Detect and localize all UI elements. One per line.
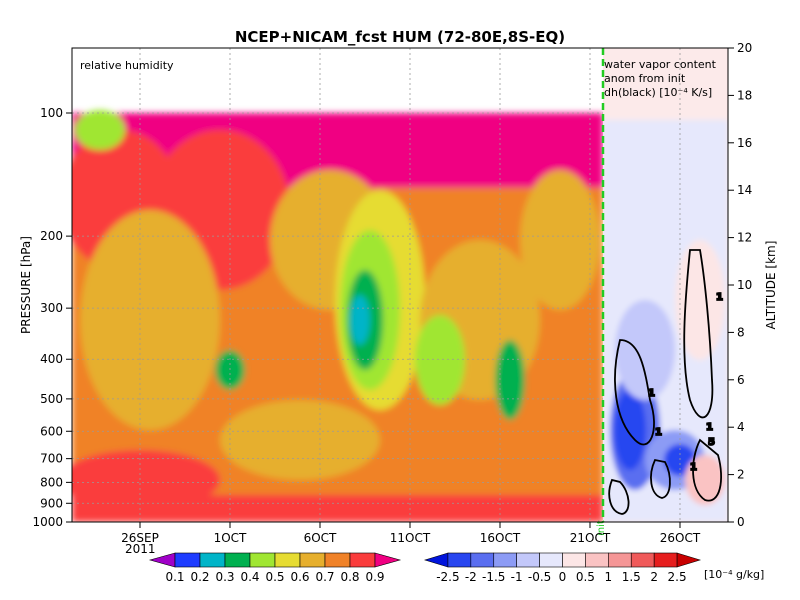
cb2-label-9: 2 [650, 570, 658, 584]
pressure-tick-label-500: 500 [40, 392, 63, 406]
pressure-tick-label-900: 900 [40, 496, 63, 510]
altitude-tick-label-12: 12 [737, 231, 752, 245]
altitude-tick-label-4: 4 [737, 420, 745, 434]
cb2-label-0: -2.5 [436, 570, 459, 584]
date-tick-label-11OCT: 11OCT [390, 531, 431, 545]
cb1-label-0: 0.1 [165, 570, 184, 584]
cb2-label-7: 1 [605, 570, 613, 584]
cb2-segment-2 [470, 552, 495, 568]
altitude-tick-label-14: 14 [737, 183, 752, 197]
cb2-segment-10 [653, 552, 678, 568]
cb1-label-7: 0.8 [340, 570, 359, 584]
anomaly-colorbar-unit: [10⁻⁴ g/kg] [704, 568, 764, 581]
cb2-segment-9 [630, 552, 655, 568]
cb1-segment-7 [324, 552, 351, 568]
altitude-tick-label-18: 18 [737, 88, 752, 102]
date-tick-label-26SEP: 26SEP [121, 531, 159, 545]
date-tick-label-6OCT: 6OCT [304, 531, 337, 545]
pressure-tick-label-400: 400 [40, 352, 63, 366]
cb1-segment-5 [274, 552, 301, 568]
cb2-label-6: 0.5 [576, 570, 595, 584]
cb2-label-1: -2 [465, 570, 477, 584]
cb1-segment-4 [249, 552, 276, 568]
y2-axis-label: ALTITUDE [km] [764, 241, 778, 330]
cb2-segment-5 [539, 552, 563, 568]
pressure-tick-label-300: 300 [40, 301, 63, 315]
altitude-tick-label-2: 2 [737, 468, 745, 482]
cb1-label-2: 0.3 [215, 570, 234, 584]
pressure-tick-label-600: 600 [40, 424, 63, 438]
grid-lines [72, 48, 681, 523]
vapor-anomaly-field: 1 1 1 1 5 1 [603, 48, 728, 522]
cb1-label-6: 0.7 [315, 570, 334, 584]
pressure-tick-label-100: 100 [40, 106, 63, 120]
time-axis: 26SEP 1OCT 6OCT 11OCT 16OCT 21OCT 26OCT [121, 522, 701, 545]
cb2-segment-1 [447, 552, 472, 568]
pressure-tick-label-800: 800 [40, 475, 63, 489]
date-tick-label-26OCT: 26OCT [660, 531, 701, 545]
cb2-label-10: 2.5 [668, 570, 687, 584]
heating-contours: 1 1 1 1 5 1 [608, 249, 724, 515]
cb2-label-5: 0 [559, 570, 567, 584]
cb2-segment-7 [585, 552, 609, 568]
cb1-segment-1 [174, 552, 201, 568]
cb1-label-5: 0.6 [290, 570, 309, 584]
altitude-axis: 0 2 4 6 8 10 12 14 16 18 20 [728, 41, 752, 529]
cb2-segment-11 [676, 552, 702, 568]
cb2-label-3: -1 [511, 570, 523, 584]
cb1-label-1: 0.2 [190, 570, 209, 584]
cb2-segment-6 [562, 552, 586, 568]
cb2-segment-3 [493, 552, 517, 568]
date-tick-label-21OCT: 21OCT [570, 531, 611, 545]
cb1-segment-6 [299, 552, 326, 568]
cb1-label-4: 0.5 [265, 570, 284, 584]
pressure-axis: 100 200 300 400 500 600 700 800 900 1000 [32, 106, 72, 529]
altitude-tick-label-16: 16 [737, 136, 752, 150]
contour-label-0: 1 [648, 388, 655, 399]
cb1-segment-8 [349, 552, 376, 568]
cb2-segment-8 [608, 552, 632, 568]
anomaly-title-line-2: anom from init [604, 72, 686, 85]
rh-panel-label: relative humidity [80, 59, 174, 72]
altitude-tick-label-8: 8 [737, 325, 745, 339]
anomaly-colorbar: -2.5 -2 -1.5 -1 -0.5 0 0.5 1 1.5 2 2.5 [423, 552, 702, 584]
cb1-label-3: 0.4 [240, 570, 259, 584]
altitude-tick-label-0: 0 [737, 515, 745, 529]
init-label: init [596, 520, 607, 536]
cb2-segment-4 [516, 552, 540, 568]
pressure-tick-label-200: 200 [40, 229, 63, 243]
rh-field [72, 110, 603, 522]
date-tick-label-1OCT: 1OCT [214, 531, 247, 545]
cb2-segment-0 [423, 552, 449, 568]
cb1-segment-9 [374, 552, 402, 568]
contour-label-4: 5 [708, 437, 715, 448]
contour-label-3: 1 [690, 462, 697, 473]
contour-label-2: 1 [716, 292, 723, 303]
year-label: 2011 [125, 542, 156, 556]
cb1-segment-2 [199, 552, 226, 568]
rh-colorbar: 0.1 0.2 0.3 0.4 0.5 0.6 0.7 0.8 0.9 [148, 552, 402, 584]
date-tick-label-16OCT: 16OCT [480, 531, 521, 545]
contour-label-5: 1 [706, 422, 713, 433]
anomaly-title-line-3: dh(black) [10⁻⁴ K/s] [604, 86, 712, 99]
altitude-tick-label-6: 6 [737, 373, 745, 387]
anomaly-title-line-1: water vapor content [604, 58, 717, 71]
pressure-tick-label-700: 700 [40, 452, 63, 466]
chart-title: NCEP+NICAM_fcst HUM (72-80E,8S-EQ) [235, 28, 565, 46]
y-axis-label: PRESSURE [hPa] [19, 236, 33, 334]
cb2-label-4: -0.5 [528, 570, 551, 584]
altitude-tick-label-20: 20 [737, 41, 752, 55]
cb2-label-8: 1.5 [622, 570, 641, 584]
cb2-label-2: -1.5 [482, 570, 505, 584]
altitude-tick-label-10: 10 [737, 278, 752, 292]
pressure-tick-label-1000: 1000 [32, 515, 63, 529]
cb1-segment-3 [224, 552, 251, 568]
cb1-label-8: 0.9 [365, 570, 384, 584]
contour-label-1: 1 [655, 427, 662, 438]
